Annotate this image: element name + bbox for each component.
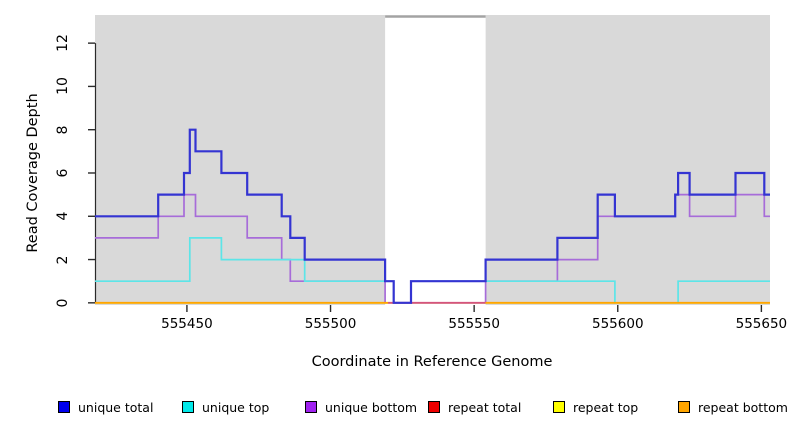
- legend-item-repeat-bottom: repeat bottom: [678, 399, 788, 415]
- series-line-unique-total: [95, 128, 770, 304]
- legend-item-repeat-top: repeat top: [553, 399, 638, 415]
- highlight-band: [385, 15, 486, 305]
- legend-item-repeat-total: repeat total: [428, 399, 521, 415]
- y-tick-label-6: 6: [55, 168, 71, 178]
- y-tick-label-2: 2: [55, 255, 71, 265]
- legend-swatch-unique-bottom: [305, 401, 317, 413]
- legend-swatch-unique-total: [58, 401, 70, 413]
- y-axis-title: Read Coverage Depth: [25, 93, 41, 253]
- x-tick-label-555650: 555650: [735, 316, 788, 332]
- x-tick-label-555450: 555450: [161, 316, 213, 332]
- y-tick-label-0: 0: [55, 298, 71, 308]
- legend-swatch-repeat-top: [553, 401, 565, 413]
- y-tick-label-4: 4: [55, 211, 71, 221]
- y-tick-label-10: 10: [55, 77, 71, 96]
- legend-label-repeat-total: repeat total: [448, 399, 522, 415]
- x-tick-label-555600: 555600: [591, 316, 644, 332]
- legend-item-unique-bottom: unique bottom: [305, 399, 417, 415]
- legend-item-unique-total: unique total: [58, 399, 153, 415]
- legend-label-unique-bottom: unique bottom: [325, 399, 418, 415]
- y-tick-label-12: 12: [55, 34, 71, 53]
- legend-label-unique-top: unique top: [202, 399, 270, 415]
- x-tick-label-555500: 555500: [304, 316, 357, 332]
- legend-label-repeat-bottom: repeat bottom: [698, 399, 788, 415]
- legend-label-unique-total: unique total: [78, 399, 154, 415]
- legend-swatch-repeat-bottom: [678, 401, 690, 413]
- legend-swatch-unique-top: [182, 401, 194, 413]
- legend-swatch-repeat-total: [428, 401, 440, 413]
- x-tick-label-555550: 555550: [448, 316, 500, 332]
- legend-item-unique-top: unique top: [182, 399, 269, 415]
- legend-label-repeat-top: repeat top: [573, 399, 639, 415]
- x-axis-title: Coordinate in Reference Genome: [311, 354, 553, 370]
- y-tick-label-8: 8: [55, 125, 71, 135]
